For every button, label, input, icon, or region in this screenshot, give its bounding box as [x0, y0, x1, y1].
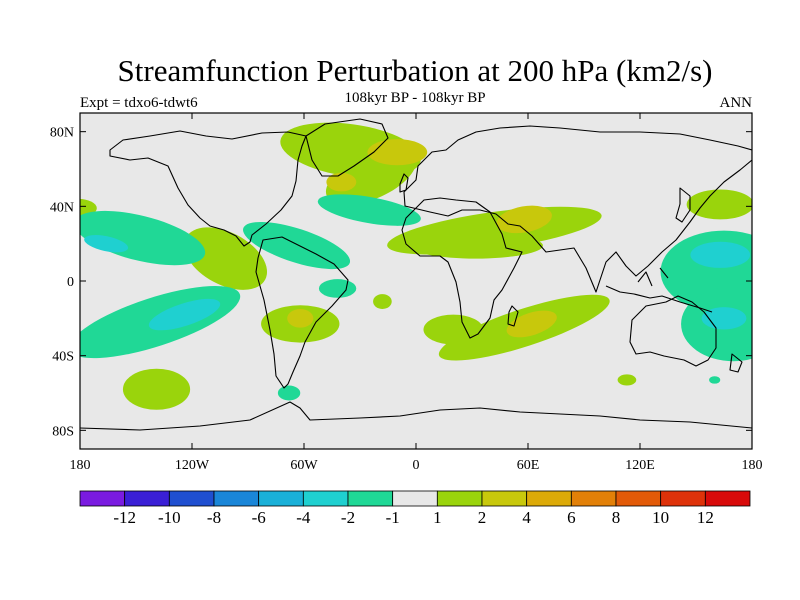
colorbar-tick-label: 1	[433, 508, 442, 527]
contour-region-level-2-8	[184, 227, 268, 290]
colorbar-tick-label: -1	[386, 508, 400, 527]
colorbar-swatch-8	[392, 490, 438, 507]
madagascar-coastline	[507, 305, 519, 327]
new-zealand-coastline	[729, 353, 743, 373]
contour-region-level-neg1-4	[317, 194, 421, 226]
contour-region-level-neg1-7	[318, 279, 357, 298]
colorbar-tick-label: -6	[252, 508, 266, 527]
colorbar-tick-label: 4	[522, 508, 531, 527]
x-tick-label: 120E	[625, 458, 655, 473]
experiment-label: Expt = tdxo6-tdwt6	[80, 95, 198, 111]
colorbar-tick-label: 10	[652, 508, 669, 527]
contour-region-level-2-10	[686, 189, 752, 220]
contour-region-level-4-3	[496, 205, 552, 234]
colorbar: -12 -10 -8 -6 -4 -2 -1 1 2 4 6 8 10 12	[79, 490, 751, 527]
colorbar-swatch-6	[302, 490, 349, 507]
x-tick-label: 60W	[290, 458, 318, 473]
colorbar-swatch-15	[704, 490, 751, 507]
colorbar-swatch-10	[481, 490, 528, 507]
colorbar-tick-label: -12	[113, 508, 136, 527]
y-axis: 80N 40N 0 40S 80S	[50, 126, 752, 439]
x-tick-label: 180	[742, 458, 763, 473]
colorbar-tick-label: 6	[567, 508, 576, 527]
x-tick-label: 60E	[517, 458, 540, 473]
contour-region-level-2-9	[122, 368, 191, 410]
japan-coastline	[675, 187, 691, 223]
season-label: ANN	[720, 95, 753, 111]
contour-region-level-2-4	[408, 232, 543, 259]
australia-coastline	[629, 295, 717, 367]
chart-title: Streamfunction Perturbation at 200 hPa (…	[118, 53, 713, 88]
y-tick-label: 80S	[52, 424, 74, 439]
colorbar-swatch-2	[124, 490, 170, 507]
southeast-asia-islands-coastline	[605, 267, 713, 313]
x-tick-label: 180	[70, 458, 91, 473]
contour-region-level-4-1	[367, 139, 428, 166]
colorbar-swatch-11	[526, 490, 572, 507]
contour-region-level-4-4	[506, 310, 557, 338]
colorbar-swatch-1	[79, 490, 126, 507]
greenland-coastline	[305, 118, 389, 177]
colorbar-tick-label: -4	[296, 508, 311, 527]
colorbar-tick-label: 8	[612, 508, 621, 527]
contour-region-level-2-6	[423, 314, 484, 345]
eurasia-coastline	[403, 125, 752, 293]
y-tick-label: 40N	[50, 200, 74, 215]
antarctica-coastline	[80, 401, 752, 431]
plot-background	[80, 113, 752, 449]
x-axis: 180 120W 60W 0 60E 120E 180	[70, 113, 763, 473]
colorbar-tick-label: 2	[478, 508, 487, 527]
south-america-coastline	[255, 236, 349, 389]
colorbar-swatch-3	[168, 490, 215, 507]
colorbar-swatch-12	[570, 490, 617, 507]
colorbar-tick-label: -10	[158, 508, 181, 527]
contour-region-level-4-5	[287, 309, 314, 328]
y-tick-label: 40S	[52, 350, 74, 365]
colorbar-swatch-13	[615, 490, 662, 507]
y-tick-label: 80N	[50, 126, 74, 141]
africa-coastline	[401, 197, 523, 339]
colorbar-tick-label: -8	[207, 508, 221, 527]
x-tick-label: 0	[413, 458, 420, 473]
colorbar-swatch-5	[258, 490, 304, 507]
colorbar-swatch-9	[436, 490, 483, 507]
coastlines	[80, 118, 752, 431]
contour-region-level-neg1-8	[277, 385, 301, 401]
chart-subtitle: 108kyr BP - 108kyr BP	[344, 90, 485, 106]
contour-region-level-neg2-2	[84, 235, 129, 253]
colorbar-swatch-14	[660, 490, 706, 507]
x-tick-label: 120W	[175, 458, 210, 473]
colorbar-swatch-7	[347, 490, 394, 507]
contour-region-level-neg1-3	[243, 221, 351, 270]
colorbar-tick-label: -2	[341, 508, 355, 527]
y-tick-label: 0	[67, 275, 74, 290]
colorbar-swatch-4	[213, 490, 260, 507]
contour-region-level-neg2-1	[148, 298, 221, 331]
colorbar-tick-label: 12	[697, 508, 714, 527]
contour-region-level-neg1-1	[80, 210, 206, 266]
british-isles-coastline	[399, 173, 409, 193]
contour-region-level-neg1-9	[709, 376, 721, 384]
contour-fill-layer	[80, 122, 752, 410]
contour-region-level-2-12	[373, 294, 392, 309]
contour-region-level-2-13	[617, 374, 637, 386]
contour-region-level-4-2	[326, 172, 357, 192]
north-america-coastline	[109, 130, 307, 247]
contour-region-level-neg2-3	[690, 241, 751, 268]
